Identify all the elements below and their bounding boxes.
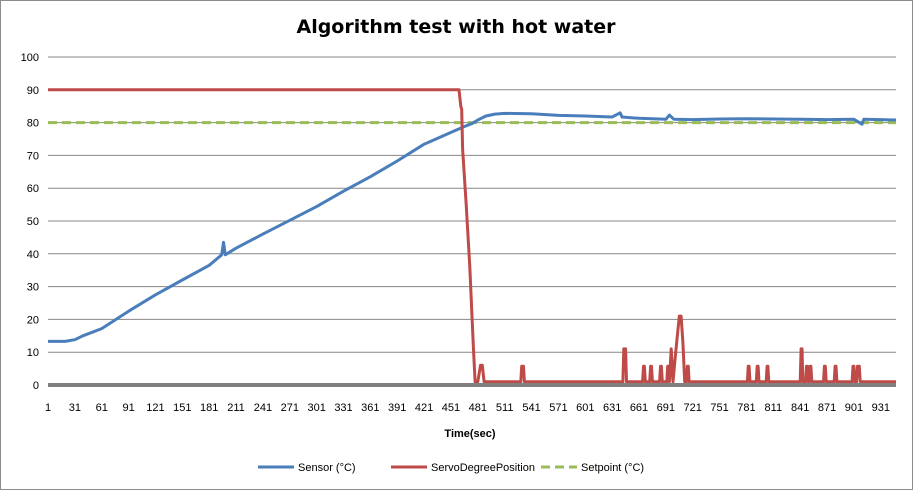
x-tick-label: 481 bbox=[469, 402, 487, 414]
x-tick-label: 241 bbox=[254, 402, 272, 414]
legend-label-3: Setpoint (°C) bbox=[581, 462, 644, 474]
x-tick-label: 511 bbox=[496, 402, 514, 414]
x-tick-label: 541 bbox=[522, 402, 540, 414]
series-line-2 bbox=[48, 88, 896, 384]
x-tick-label: 421 bbox=[415, 402, 433, 414]
y-tick-label: 30 bbox=[27, 282, 39, 294]
y-tick-label: 100 bbox=[21, 52, 39, 64]
y-tick-label: 90 bbox=[27, 85, 39, 97]
y-tick-label: 60 bbox=[27, 183, 39, 195]
x-tick-label: 1 bbox=[45, 402, 51, 414]
x-tick-label: 601 bbox=[576, 402, 594, 414]
x-tick-label: 841 bbox=[791, 402, 809, 414]
x-tick-label: 91 bbox=[122, 402, 134, 414]
x-tick-label: 451 bbox=[442, 402, 460, 414]
x-tick-label: 181 bbox=[200, 402, 218, 414]
y-tick-label: 20 bbox=[27, 314, 39, 326]
y-tick-label: 40 bbox=[27, 249, 39, 261]
x-tick-label: 211 bbox=[227, 402, 245, 414]
legend: Sensor (°C) ServoDegreePosition Setpoint (… bbox=[258, 462, 644, 474]
x-tick-label: 121 bbox=[146, 402, 164, 414]
x-tick-label: 691 bbox=[657, 402, 675, 414]
x-tick-label: 721 bbox=[684, 402, 702, 414]
y-tick-label: 50 bbox=[27, 216, 39, 228]
x-tick-label: 781 bbox=[737, 402, 755, 414]
y-axis-tick-labels: 0 10 20 30 40 50 60 70 80 90 100 bbox=[21, 52, 39, 392]
chart-title: Algorithm test with hot water bbox=[296, 16, 616, 38]
series-line-1 bbox=[48, 111, 897, 343]
x-tick-label: 361 bbox=[361, 402, 379, 414]
y-tick-label: 70 bbox=[27, 150, 39, 162]
x-tick-label: 871 bbox=[818, 402, 836, 414]
y-tick-label: 10 bbox=[27, 347, 39, 359]
x-tick-label: 301 bbox=[307, 402, 325, 414]
x-axis-label: Time(sec) bbox=[444, 428, 495, 440]
legend-label-1: Sensor (°C) bbox=[298, 462, 356, 474]
x-tick-label: 661 bbox=[630, 402, 648, 414]
x-tick-label: 31 bbox=[69, 402, 81, 414]
x-tick-label: 391 bbox=[388, 402, 406, 414]
x-axis-tick-labels: 1 31 61 91 121 151 181 211 241 271 301 331 361 391 421… bbox=[45, 402, 890, 414]
x-tick-label: 151 bbox=[173, 402, 191, 414]
x-tick-label: 631 bbox=[603, 402, 621, 414]
x-tick-label: 61 bbox=[96, 402, 108, 414]
x-tick-label: 901 bbox=[845, 402, 863, 414]
legend-label-2: ServoDegreePosition bbox=[431, 462, 535, 474]
x-tick-label: 571 bbox=[549, 402, 567, 414]
y-tick-label: 80 bbox=[27, 118, 39, 130]
x-tick-label: 931 bbox=[872, 402, 890, 414]
x-tick-label: 751 bbox=[710, 402, 728, 414]
x-tick-label: 271 bbox=[281, 402, 299, 414]
x-tick-label: 331 bbox=[334, 402, 352, 414]
x-tick-label: 811 bbox=[765, 402, 783, 414]
y-tick-label: 0 bbox=[33, 380, 39, 392]
plot-area bbox=[48, 88, 897, 384]
